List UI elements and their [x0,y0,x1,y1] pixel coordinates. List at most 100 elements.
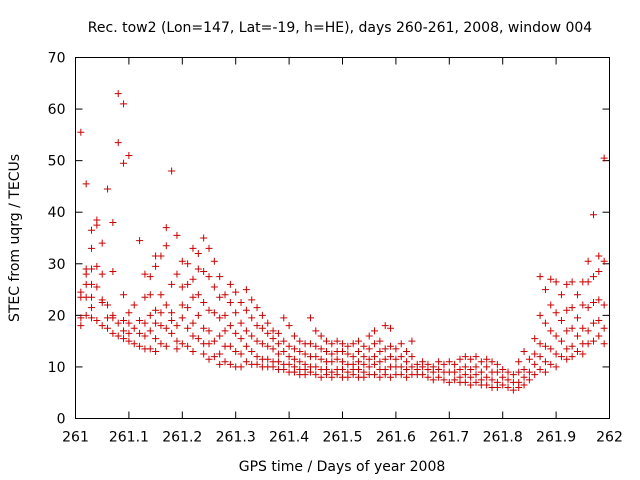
data-point [194,311,202,319]
data-point [520,381,528,389]
data-point [408,353,416,361]
x-tick-label: 261.7 [429,430,469,446]
data-point [355,337,363,345]
data-point [424,373,432,381]
data-point [248,296,256,304]
data-point [242,306,250,314]
data-point [120,159,128,167]
data-point [589,298,597,306]
data-point [237,319,245,327]
data-point [189,332,197,340]
data-point [296,337,304,345]
data-point [285,342,293,350]
data-point [360,360,368,368]
data-point [552,278,560,286]
x-tick-label: 261.4 [269,430,309,446]
data-point [104,324,112,332]
data-point [557,353,565,361]
data-point [98,239,106,247]
data-point [328,373,336,381]
data-point [461,378,469,386]
data-point [536,353,544,361]
data-point [280,337,288,345]
data-point [173,270,181,278]
data-point [579,301,587,309]
data-point [568,278,576,286]
data-point [242,327,250,335]
data-point [109,268,117,276]
data-point [253,360,261,368]
data-point [157,340,165,348]
data-point [258,340,266,348]
data-point [88,226,96,234]
data-point [536,340,544,348]
data-point [232,288,240,296]
data-point [365,345,373,353]
data-point [328,340,336,348]
data-point [579,324,587,332]
data-point [125,337,133,345]
data-point [157,291,165,299]
data-point [536,311,544,319]
data-point [344,342,352,350]
data-point [520,366,528,374]
data-points [77,90,608,394]
data-point [285,353,293,361]
data-point [269,327,277,335]
data-point [349,353,357,361]
data-point [269,345,277,353]
data-point [387,373,395,381]
data-point [467,355,475,363]
data-point [274,358,282,366]
data-point [317,332,325,340]
data-point [157,252,165,260]
data-point [531,360,539,368]
data-point [120,100,128,108]
data-point [557,337,565,345]
data-point [600,324,608,332]
data-point [104,301,112,309]
data-point [509,371,517,379]
data-point [280,366,288,374]
data-point [397,371,405,379]
data-point [301,350,309,358]
data-point [296,358,304,366]
data-point [109,329,117,337]
data-point [136,317,144,325]
data-point [563,345,571,353]
data-point [493,360,501,368]
data-point [541,342,549,350]
data-point [114,139,122,147]
data-point [269,335,277,343]
data-point [173,231,181,239]
data-point [483,363,491,371]
data-point [376,347,384,355]
data-point [88,244,96,252]
data-point [365,355,373,363]
data-point [547,327,555,335]
x-axis-label: GPS time / Days of year 2008 [239,459,446,475]
data-point [525,376,533,384]
data-point [397,340,405,348]
data-point [461,363,469,371]
data-point [93,283,101,291]
data-point [226,322,234,330]
data-point [98,270,106,278]
y-tick-label: 60 [48,102,66,118]
data-point [88,265,96,273]
data-point [371,353,379,361]
data-point [541,286,549,294]
data-point [392,345,400,353]
data-point [226,342,234,350]
data-point [168,317,176,325]
x-tick-label: 261.9 [536,430,576,446]
data-point [306,368,314,376]
data-point [226,360,234,368]
data-point [355,347,363,355]
data-point [274,340,282,348]
data-point [205,355,213,363]
data-point [210,337,218,345]
y-tick-label: 50 [48,154,66,170]
data-point [440,376,448,384]
data-point [205,244,213,252]
